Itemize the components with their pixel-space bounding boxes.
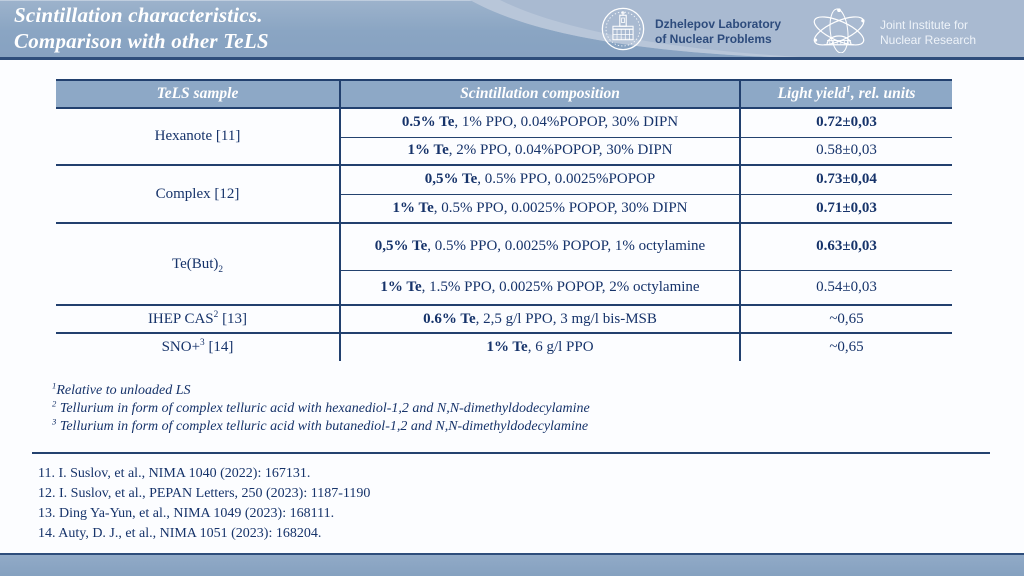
tels-comparison-table: TeLS sample Scintillation composition Li… <box>56 79 952 361</box>
light-yield-cell: ~0,65 <box>829 339 864 355</box>
light-yield-cell: 0.71±0,03 <box>740 194 952 224</box>
jinr-logo: Joint Institute for Nuclear Research <box>808 7 976 58</box>
reference-line: 14. Auty, D. J., et al., NIMA 1051 (2023… <box>38 526 322 541</box>
dlnp-logo: Dzhelepov Laboratory of Nuclear Problems <box>601 7 781 56</box>
sample-cell: Te(But)2 <box>56 223 340 306</box>
composition-cell: 0,5% Te, 0.5% PPO, 0.0025%POPOP <box>339 165 741 195</box>
references-list: 11. I. Suslov, et al., NIMA 1040 (2022):… <box>38 464 370 544</box>
reference-line: 11. I. Suslov, et al., NIMA 1040 (2022):… <box>38 466 311 481</box>
table-row: Te(But)2 0,5% Te, 0.5% PPO, 0.0025% POPOP… <box>56 223 952 306</box>
header-band: Scintillation characteristics. Compariso… <box>0 0 1024 60</box>
divider-rule <box>32 452 990 454</box>
footnotes: 1Relative to unloaded LS 2 Tellurium in f… <box>52 380 590 436</box>
table-header-row: TeLS sample Scintillation composition Li… <box>56 79 952 109</box>
light-yield-cell: 0.72±0,03 <box>740 108 952 138</box>
light-yield-cell: 0.54±0,03 <box>740 270 952 306</box>
atom-orbits-icon <box>808 7 870 58</box>
column-header-sample: TeLS sample <box>56 79 340 109</box>
composition-cell: 0.5% Te, 1% PPO, 0.04%POPOP, 30% DIPN <box>339 108 741 138</box>
jinr-logo-text-line2: Nuclear Research <box>880 32 977 47</box>
reference-line: 13. Ding Ya-Yun, et al., NIMA 1049 (2023… <box>38 506 335 521</box>
table-row: Hexanote [11] 0.5% Te, 1% PPO, 0.04%POPOP… <box>56 108 952 166</box>
column-header-light-yield: Light yield1, rel. units <box>740 79 952 109</box>
jinr-logo-text-line1: Joint Institute for <box>880 17 969 32</box>
sample-cell: IHEP CAS2 [13] <box>56 305 340 334</box>
jinr-logo-text: Joint Institute for Nuclear Research <box>880 18 976 48</box>
table-row: IHEP CAS2 [13] 0.6% Te, 2,5 g/l PPO, 3 mg… <box>56 305 952 334</box>
slide-title-line2: Comparison with other TeLS <box>14 29 269 53</box>
building-seal-icon <box>601 7 645 56</box>
table-row: 1% Te, 2% PPO, 0.04%POPOP, 30% DIPN 0.58±… <box>56 137 952 166</box>
light-yield-cell: 0.73±0,04 <box>740 165 952 195</box>
dlnp-logo-text-line2: of Nuclear Problems <box>655 31 772 46</box>
composition-cell: 0.6% Te, 2,5 g/l PPO, 3 mg/l bis-MSB <box>339 305 741 334</box>
column-header-composition: Scintillation composition <box>339 79 741 109</box>
sample-cell: Complex [12] <box>56 165 340 224</box>
footnote-line: 2 Tellurium in form of complex telluric … <box>52 398 590 416</box>
slide-title-line1: Scintillation characteristics. <box>14 3 263 27</box>
sample-cell: Hexanote [11] <box>56 108 340 166</box>
light-yield-cell: ~0,65 <box>740 305 952 334</box>
dlnp-logo-text: Dzhelepov Laboratory of Nuclear Problems <box>655 17 781 47</box>
footnote-line: 1Relative to unloaded LS <box>52 380 191 398</box>
dlnp-logo-text-line1: Dzhelepov Laboratory <box>655 16 782 31</box>
table-row: Complex [12] 0,5% Te, 0.5% PPO, 0.0025%PO… <box>56 165 952 224</box>
footer-band <box>0 553 1024 576</box>
footnote-line: 3 Tellurium in form of complex telluric … <box>52 416 589 434</box>
table-row: 1% Te, 0.5% PPO, 0.0025% POPOP, 30% DIPN… <box>56 194 952 224</box>
table-row: SNO+3 [14] 1% Te, 6 g/l PPO ~0,65 <box>56 333 952 361</box>
composition-cell: 1% Te, 2% PPO, 0.04%POPOP, 30% DIPN <box>339 137 741 166</box>
table-row: 1% Te, 1.5% PPO, 0.0025% POPOP, 2% octyl… <box>56 270 952 306</box>
composition-cell: 1% Te, 6 g/l PPO <box>339 333 741 361</box>
slide-title: Scintillation characteristics. Compariso… <box>14 2 269 54</box>
composition-cell: 1% Te, 1.5% PPO, 0.0025% POPOP, 2% octyl… <box>339 270 741 306</box>
sample-cell: SNO+3 [14] <box>161 338 234 355</box>
light-yield-cell: 0.58±0,03 <box>740 137 952 166</box>
reference-line: 12. I. Suslov, et al., PEPAN Letters, 25… <box>38 486 371 501</box>
composition-cell: 0,5% Te, 0.5% PPO, 0.0025% POPOP, 1% oct… <box>339 223 741 271</box>
composition-cell: 1% Te, 0.5% PPO, 0.0025% POPOP, 30% DIPN <box>339 194 741 224</box>
light-yield-cell: 0.63±0,03 <box>740 223 952 271</box>
